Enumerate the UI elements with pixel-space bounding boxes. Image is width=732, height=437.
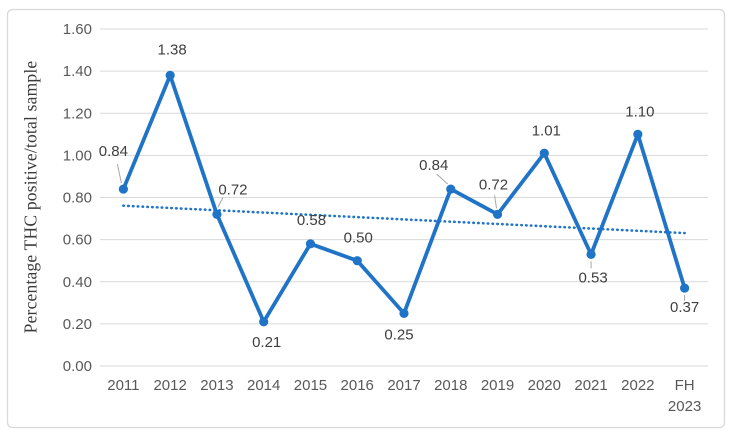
data-point-marker xyxy=(118,184,128,194)
x-axis-tick-label: 2013 xyxy=(200,377,233,394)
data-point-label: 0.21 xyxy=(252,334,281,351)
x-axis-tick-label: 2022 xyxy=(621,377,654,394)
data-point-label: 0.72 xyxy=(479,176,508,193)
data-point-marker xyxy=(305,239,316,249)
x-axis-tick-label: FH xyxy=(675,377,695,394)
data-point-marker xyxy=(680,283,690,293)
data-label-leader-line xyxy=(217,197,224,208)
data-point-label: 0.53 xyxy=(578,269,607,286)
x-axis-tick-label: 2014 xyxy=(247,377,280,394)
x-axis-tick-label: 2018 xyxy=(434,377,467,394)
data-point-label: 0.84 xyxy=(99,143,128,160)
data-label-leader-line xyxy=(494,195,498,209)
x-axis-tick-label: 2020 xyxy=(528,377,561,394)
data-point-marker xyxy=(352,256,362,266)
data-label-leader-line xyxy=(116,163,122,184)
data-point-marker xyxy=(492,209,503,219)
x-axis-tick-label: 2012 xyxy=(153,377,186,394)
x-axis-tick-label: 2021 xyxy=(574,377,607,394)
y-axis-title: Percentage THC positive/total sample xyxy=(20,60,41,334)
data-point-label: 1.01 xyxy=(532,122,561,139)
data-point-label: 0.84 xyxy=(419,157,448,174)
x-axis-tick-label: 2017 xyxy=(387,377,420,394)
data-point-label: 0.72 xyxy=(218,181,247,198)
x-axis-tick-label: 2015 xyxy=(294,377,327,394)
x-axis-tick-label: 2016 xyxy=(341,377,374,394)
y-axis-tick-label: 1.40 xyxy=(63,63,92,80)
data-point-marker xyxy=(165,70,175,80)
y-axis-tick-label: 0.20 xyxy=(63,316,92,333)
y-axis-tick-label: 1.20 xyxy=(63,105,92,122)
data-point-marker xyxy=(633,129,643,139)
data-point-marker xyxy=(539,148,549,158)
data-point-label: 0.37 xyxy=(670,299,699,316)
data-point-marker xyxy=(259,317,269,327)
data-point-label: 0.50 xyxy=(344,230,373,247)
data-point-label: 1.38 xyxy=(158,41,187,58)
x-axis-tick-label: 2023 xyxy=(668,398,701,415)
chart-border xyxy=(6,8,726,429)
data-point-label: 0.58 xyxy=(297,212,326,229)
data-point-label: 0.25 xyxy=(384,326,413,343)
data-point-label: 1.10 xyxy=(625,103,654,120)
data-label-leader-line xyxy=(436,173,449,185)
y-axis-tick-label: 1.00 xyxy=(63,147,92,164)
y-axis-tick-label: 0.40 xyxy=(63,274,92,291)
y-axis-tick-label: 0.00 xyxy=(63,358,92,375)
y-axis-tick-label: 0.80 xyxy=(63,190,92,207)
data-point-marker xyxy=(586,249,596,259)
x-axis-tick-label: 2011 xyxy=(107,377,139,394)
data-point-marker xyxy=(446,184,456,194)
x-axis-tick-label: 2019 xyxy=(481,377,514,394)
y-axis-tick-label: 1.60 xyxy=(63,21,92,38)
y-axis-tick-label: 0.60 xyxy=(63,232,92,249)
data-point-marker xyxy=(212,209,222,219)
data-point-marker xyxy=(399,308,409,318)
